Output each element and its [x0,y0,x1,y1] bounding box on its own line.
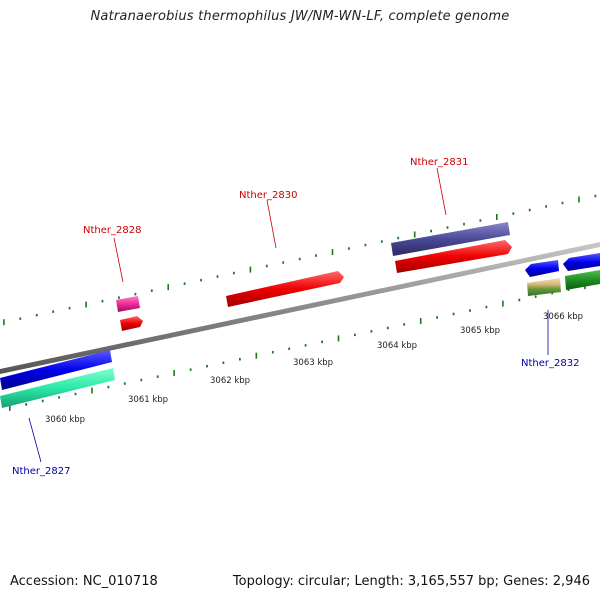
gene-label-nther-2832[interactable]: Nther_2832 [521,358,579,369]
tick-label: 3064 kbp [377,341,417,351]
inner-tick-track [9,283,586,411]
gene-feature[interactable] [120,316,143,331]
tick-label: 3062 kbp [210,376,250,386]
gene-label-nther-2828[interactable]: Nther_2828 [83,225,141,236]
gene-feature[interactable] [0,350,112,390]
leader-lines [28,167,549,463]
gene-feature[interactable] [565,270,600,290]
tick-label: 3066 kbp [543,312,583,322]
gene-feature[interactable] [226,271,344,307]
genome-summary-text: Topology: circular; Length: 3,165,557 bp… [232,574,590,589]
gene-feature[interactable] [563,253,600,271]
gene-label-nther-2831[interactable]: Nther_2831 [410,157,468,168]
gene-label-nther-2830[interactable]: Nther_2830 [239,190,297,201]
gene-feature[interactable] [395,240,512,273]
genome-backbone [0,242,600,374]
gene-label-nther-2827[interactable]: Nther_2827 [12,466,70,477]
gene-feature[interactable] [0,368,115,408]
gene-feature[interactable] [391,222,510,256]
accession-text: Accession: NC_010718 [10,574,158,589]
outer-tick-track [3,194,597,326]
tick-label: 3061 kbp [128,395,168,405]
gene-feature[interactable] [116,296,140,312]
gene-feature[interactable] [527,278,561,296]
gene-features [0,222,600,408]
tick-label: 3063 kbp [293,358,333,368]
genome-title: Natranaerobius thermophilus JW/NM-WN-LF,… [90,9,510,24]
tick-labels: 3060 kbp 3061 kbp 3062 kbp 3063 kbp 3064… [45,312,583,425]
gene-labels: Nther_2827 Nther_2828 Nther_2830 Nther_2… [12,157,579,477]
tick-label: 3060 kbp [45,415,85,425]
tick-label: 3065 kbp [460,326,500,336]
gene-feature[interactable] [525,260,559,277]
